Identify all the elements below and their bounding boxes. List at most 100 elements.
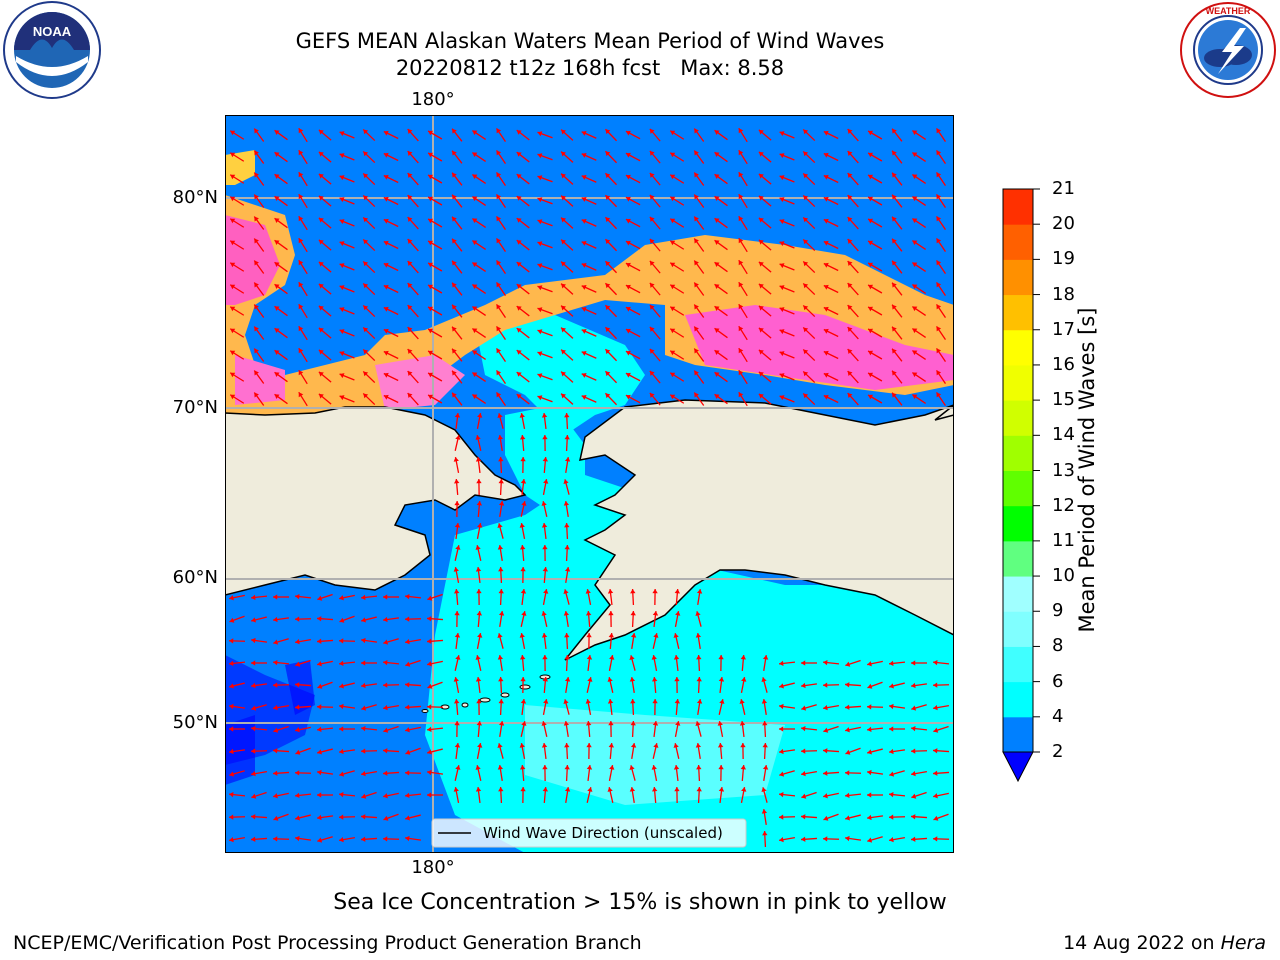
wind-wave-arrow [867, 218, 883, 228]
wind-wave-arrow [738, 149, 748, 165]
wind-wave-arrow [693, 392, 705, 406]
wind-wave-arrow [891, 128, 903, 142]
wind-wave-arrow [823, 130, 839, 140]
wind-wave-arrow [867, 262, 883, 272]
wind-wave-arrow [560, 327, 574, 339]
wind-wave-arrow [537, 175, 553, 183]
wind-wave-arrow [564, 412, 570, 430]
wind-wave-arrow [630, 588, 636, 606]
wind-wave-arrow [253, 282, 265, 296]
wind-wave-arrow [495, 326, 507, 340]
wind-wave-arrow [541, 501, 548, 517]
wind-wave-arrow [537, 219, 553, 227]
wind-wave-arrow [564, 434, 570, 452]
wind-wave-arrow [758, 371, 772, 383]
wind-wave-arrow [891, 304, 903, 318]
colorbar-tick-label: 15 [1052, 389, 1075, 411]
wind-wave-arrow [362, 370, 376, 384]
wind-wave-arrow [563, 479, 570, 495]
wind-wave-arrow [758, 261, 772, 273]
colorbar-tick-label: 8 [1052, 635, 1064, 657]
wind-wave-arrow [867, 372, 883, 382]
wind-wave-arrow [847, 370, 859, 384]
wind-wave-arrow [652, 720, 659, 738]
wind-wave-arrow [476, 478, 482, 496]
wind-wave-arrow [935, 172, 947, 186]
wind-wave-arrow [714, 195, 728, 207]
wind-wave-arrow [339, 770, 355, 777]
wind-wave-arrow [800, 725, 818, 732]
wind-wave-arrow [427, 372, 443, 382]
wind-wave-arrow [497, 523, 504, 539]
wind-wave-arrow [779, 153, 795, 161]
wind-wave-arrow [778, 703, 796, 710]
wind-wave-arrow [407, 392, 419, 406]
wind-wave-arrow [867, 350, 883, 360]
wind-wave-arrow [294, 770, 312, 776]
wind-wave-arrow [339, 615, 355, 623]
wind-wave-arrow [739, 720, 746, 738]
wind-wave-arrow [497, 434, 504, 452]
wind-wave-arrow [497, 743, 504, 759]
lat-label-50: 50°N [172, 712, 218, 733]
wind-wave-arrow [933, 725, 949, 733]
wind-wave-arrow [229, 174, 245, 184]
wind-wave-arrow [649, 216, 661, 230]
wind-wave-arrow [295, 638, 311, 645]
wind-wave-arrow [649, 150, 661, 164]
wind-wave-arrow [360, 682, 378, 689]
wind-wave-arrow [451, 260, 463, 274]
wind-wave-arrow [498, 676, 504, 694]
wind-wave-arrow [560, 129, 574, 141]
wind-wave-arrow [823, 218, 839, 228]
wind-wave-arrow [718, 676, 725, 694]
wind-wave-arrow [867, 748, 883, 755]
wind-wave-arrow [822, 748, 840, 754]
wind-wave-arrow [912, 173, 926, 185]
wind-wave-arrow [362, 348, 376, 362]
wind-wave-arrow [604, 282, 618, 296]
wind-wave-arrow [891, 150, 903, 164]
wind-wave-arrow [738, 127, 748, 143]
wind-wave-arrow [718, 699, 725, 715]
wind-wave-arrow [454, 765, 461, 781]
wind-wave-arrow [669, 284, 685, 294]
wind-wave-arrow [778, 660, 796, 667]
colorbar-tick-label: 19 [1052, 248, 1075, 270]
wind-wave-arrow [472, 173, 486, 185]
wind-wave-arrow [542, 566, 548, 584]
wind-wave-arrow [608, 632, 614, 650]
wind-wave-arrow [272, 836, 290, 842]
wind-wave-arrow [427, 593, 443, 601]
wind-wave-arrow [714, 283, 728, 295]
wind-wave-arrow [866, 769, 884, 776]
wind-wave-arrow [228, 791, 246, 798]
noaa-logo-text: NOAA [33, 24, 72, 39]
wind-wave-arrow [652, 633, 659, 649]
wind-wave-arrow [714, 239, 728, 251]
wind-wave-arrow [738, 281, 748, 297]
wind-wave-arrow [844, 792, 862, 799]
wind-wave-arrow [472, 195, 486, 207]
wind-wave-arrow [586, 677, 593, 693]
wind-wave-arrow [318, 283, 332, 295]
wind-wave-arrow [274, 173, 288, 185]
wind-wave-arrow [608, 720, 614, 738]
footer-date: 14 Aug 2022 on Hera [1063, 932, 1266, 954]
wind-wave-arrow [652, 743, 659, 759]
wind-wave-arrow [407, 326, 419, 340]
colorbar-band [1003, 259, 1033, 296]
wind-wave-arrow [779, 131, 795, 139]
wind-wave-arrow [802, 128, 816, 142]
wind-wave-arrow [454, 720, 460, 738]
wind-wave-arrow [426, 769, 444, 776]
wind-wave-arrow [673, 633, 680, 649]
wind-wave-arrow [454, 698, 460, 716]
wind-wave-arrow [495, 150, 507, 164]
wind-wave-arrow [649, 370, 661, 384]
wind-wave-arrow [476, 523, 483, 539]
wind-wave-arrow [360, 637, 378, 644]
lat-label-70: 70°N [172, 397, 218, 418]
wind-wave-arrow [229, 218, 245, 228]
wind-wave-arrow [604, 304, 618, 318]
